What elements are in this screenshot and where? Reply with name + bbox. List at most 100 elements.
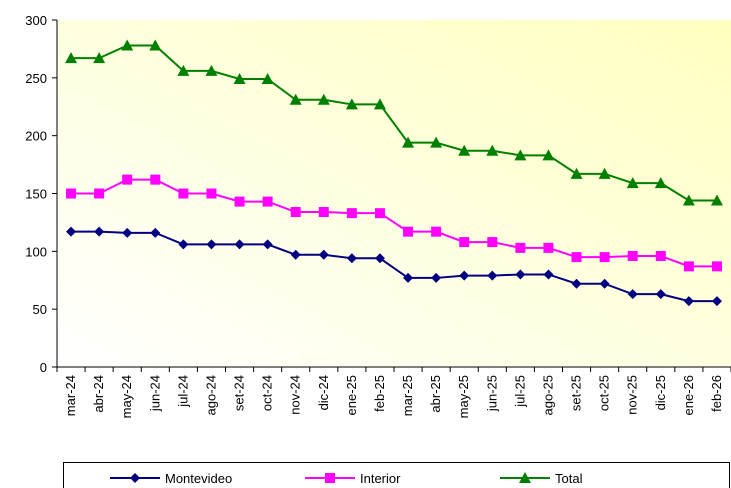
point — [373, 98, 386, 110]
legend — [63, 462, 730, 488]
point — [543, 242, 554, 253]
point — [290, 207, 301, 218]
point — [262, 196, 273, 207]
point — [206, 239, 217, 250]
point — [403, 272, 414, 283]
point — [234, 239, 245, 250]
point — [403, 226, 414, 237]
x-tick-label: ago-25 — [540, 375, 555, 415]
point — [711, 261, 722, 272]
y-tick-label: 250 — [25, 71, 47, 86]
point — [122, 174, 133, 185]
x-tick-label: set-25 — [569, 375, 584, 411]
point — [570, 167, 583, 179]
point — [458, 144, 471, 156]
point — [94, 226, 105, 237]
x-tick-label: dic-25 — [653, 375, 668, 410]
point — [206, 188, 217, 199]
point — [710, 194, 723, 206]
point — [571, 252, 582, 263]
legend-label: Total — [555, 471, 583, 486]
point — [487, 270, 498, 281]
point — [325, 473, 335, 483]
point — [177, 64, 190, 76]
x-tick-label: feb-26 — [709, 375, 724, 412]
point — [402, 136, 415, 148]
point — [178, 188, 189, 199]
y-tick-label: 50 — [33, 302, 47, 317]
point — [655, 250, 666, 261]
x-tick-label: nov-25 — [625, 375, 640, 415]
point — [94, 188, 105, 199]
series-line — [71, 44, 717, 202]
x-tick-label: jun-25 — [484, 375, 499, 412]
plot-area — [57, 20, 731, 367]
x-tick-label: oct-25 — [597, 375, 612, 411]
y-tick-label: 150 — [25, 187, 47, 202]
point — [289, 93, 302, 105]
point — [627, 250, 638, 261]
point — [374, 208, 385, 219]
point — [345, 98, 358, 110]
point — [486, 144, 499, 156]
point — [598, 167, 611, 179]
x-tick-label: ene-26 — [681, 375, 696, 415]
x-tick-label: set-24 — [232, 375, 247, 411]
point — [130, 473, 140, 483]
point — [149, 39, 162, 51]
point — [205, 64, 218, 76]
y-tick-label: 200 — [25, 129, 47, 144]
x-tick-label: feb-25 — [372, 375, 387, 412]
point — [318, 207, 329, 218]
point — [430, 136, 443, 148]
point — [519, 472, 531, 483]
point — [65, 52, 78, 64]
point — [515, 269, 526, 280]
y-tick-label: 0 — [40, 360, 47, 375]
point — [431, 226, 442, 237]
point — [234, 196, 245, 207]
x-tick-label: dic-24 — [316, 375, 331, 410]
point — [571, 278, 582, 289]
series-line — [71, 230, 717, 303]
point — [682, 194, 695, 206]
point — [683, 261, 694, 272]
point — [150, 227, 161, 238]
point — [654, 177, 667, 189]
point — [346, 208, 357, 219]
point — [655, 289, 666, 300]
point — [261, 72, 274, 84]
point — [317, 93, 330, 105]
point — [318, 249, 329, 260]
point — [93, 52, 106, 64]
point — [626, 177, 639, 189]
x-tick-label: mar-25 — [400, 375, 415, 416]
point — [150, 174, 161, 185]
x-tick-label: oct-24 — [260, 375, 275, 411]
x-tick-label: ene-25 — [344, 375, 359, 415]
y-tick-label: 100 — [25, 244, 47, 259]
point — [374, 253, 385, 264]
point — [627, 289, 638, 300]
point — [66, 188, 77, 199]
point — [487, 237, 498, 248]
point — [178, 239, 189, 250]
point — [459, 237, 470, 248]
point — [122, 227, 133, 238]
x-tick-label: jul-24 — [175, 375, 190, 408]
point — [599, 278, 610, 289]
point — [514, 149, 527, 161]
x-tick-label: jun-24 — [147, 375, 162, 412]
x-tick-label: ago-24 — [203, 375, 218, 415]
point — [431, 272, 442, 283]
point — [599, 252, 610, 263]
point — [262, 239, 273, 250]
point — [290, 249, 301, 260]
point — [515, 242, 526, 253]
x-tick-label: nov-24 — [288, 375, 303, 415]
point — [683, 296, 694, 307]
y-tick-label: 300 — [25, 13, 47, 28]
x-tick-label: jul-25 — [512, 375, 527, 408]
x-tick-label: may-24 — [119, 375, 134, 418]
